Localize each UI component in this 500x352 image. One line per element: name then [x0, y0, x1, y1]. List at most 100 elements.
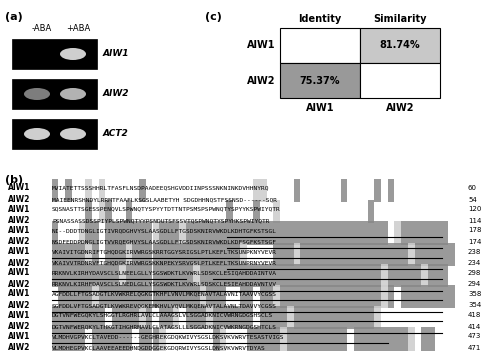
Bar	[119, 221, 126, 233]
Bar	[260, 190, 266, 202]
Bar	[274, 285, 280, 297]
Bar	[65, 243, 72, 254]
Bar	[314, 285, 320, 297]
Bar	[132, 285, 139, 297]
Bar	[448, 243, 455, 254]
Bar	[58, 275, 65, 287]
Bar	[226, 318, 233, 329]
Bar	[180, 221, 186, 233]
Bar	[172, 297, 180, 308]
Bar	[119, 233, 126, 245]
Bar	[274, 212, 280, 223]
Bar	[92, 306, 98, 318]
Bar	[408, 339, 414, 351]
Bar	[274, 254, 280, 266]
Bar	[260, 179, 266, 191]
Bar	[78, 243, 86, 254]
Bar	[98, 318, 105, 329]
Bar	[401, 297, 408, 308]
Bar	[159, 264, 166, 275]
Bar	[126, 233, 132, 245]
Bar	[152, 297, 159, 308]
Bar	[152, 221, 159, 233]
Bar	[52, 275, 59, 287]
Bar	[320, 285, 327, 297]
Text: 60: 60	[468, 185, 477, 191]
Bar	[394, 264, 401, 275]
Bar	[172, 233, 180, 245]
Bar	[186, 318, 193, 329]
Bar	[86, 275, 92, 287]
Text: MVIATETTSSSHHRLTFASFLNSDPAADEEQSHGVDDIINPSSSNKNINKDVHHNYRQ: MVIATETTSSSHHRLTFASFLNSDPAADEEQSHGVDDIIN…	[52, 186, 270, 190]
Bar	[280, 339, 287, 351]
Text: 354: 354	[468, 302, 481, 308]
Text: 120: 120	[468, 206, 481, 212]
Bar	[340, 264, 347, 275]
Bar	[414, 254, 422, 266]
Bar	[106, 339, 112, 351]
Bar	[388, 327, 394, 339]
Text: ACT2: ACT2	[103, 130, 129, 138]
Bar	[213, 233, 220, 245]
Bar	[206, 243, 213, 254]
Bar	[300, 297, 307, 308]
Bar	[106, 297, 112, 308]
Bar	[186, 285, 193, 297]
Bar	[240, 318, 246, 329]
Bar	[206, 264, 213, 275]
Bar	[139, 221, 146, 233]
Bar	[78, 275, 86, 287]
Bar	[314, 254, 320, 266]
Text: AIW1: AIW1	[8, 226, 30, 235]
Bar	[334, 297, 340, 308]
Bar	[442, 243, 448, 254]
Bar	[92, 275, 98, 287]
Bar	[193, 264, 200, 275]
Bar	[361, 285, 368, 297]
Bar	[388, 297, 394, 308]
Bar	[408, 221, 414, 233]
Bar	[307, 275, 314, 287]
Bar	[300, 254, 307, 266]
Bar	[65, 306, 72, 318]
Bar	[354, 243, 361, 254]
Bar	[126, 200, 132, 212]
Bar	[368, 285, 374, 297]
Bar	[340, 275, 347, 287]
Bar	[213, 327, 220, 339]
Bar	[334, 327, 340, 339]
Bar	[72, 339, 78, 351]
Bar	[348, 306, 354, 318]
Bar	[58, 243, 65, 254]
Bar	[294, 339, 300, 351]
Bar	[260, 297, 266, 308]
Bar	[206, 275, 213, 287]
Bar	[126, 275, 132, 287]
Bar	[132, 233, 139, 245]
Bar	[294, 306, 300, 318]
Bar	[422, 275, 428, 287]
Bar	[414, 264, 422, 275]
Bar	[394, 327, 401, 339]
Bar	[434, 254, 442, 266]
Bar	[166, 306, 172, 318]
Bar	[112, 327, 119, 339]
Bar	[442, 233, 448, 245]
Bar	[327, 297, 334, 308]
Text: +ABA: +ABA	[66, 24, 90, 33]
Bar	[374, 190, 381, 202]
Bar	[294, 285, 300, 297]
Bar	[422, 243, 428, 254]
Bar	[408, 243, 414, 254]
Bar	[348, 318, 354, 329]
Bar	[186, 275, 193, 287]
Bar	[348, 243, 354, 254]
Bar	[172, 254, 180, 266]
Bar	[180, 264, 186, 275]
Bar	[428, 243, 434, 254]
Bar	[72, 306, 78, 318]
Text: AIW2: AIW2	[103, 89, 130, 99]
Bar	[112, 254, 119, 266]
Bar	[72, 243, 78, 254]
Bar	[381, 221, 388, 233]
